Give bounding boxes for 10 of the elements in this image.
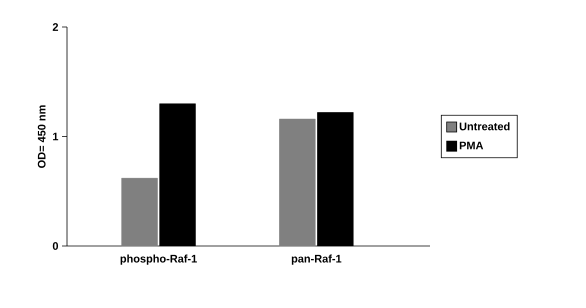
x-tick-label: phospho-Raf-1 xyxy=(120,254,197,265)
y-tick-label: 2 xyxy=(52,23,58,31)
bar xyxy=(279,118,316,246)
y-tick-label: 1 xyxy=(53,132,58,140)
legend-label: Untreated xyxy=(460,122,510,130)
y-axis-title: OD= 450 nm xyxy=(38,105,46,168)
x-tick-label: pan-Raf-1 xyxy=(292,254,342,265)
bar xyxy=(121,178,158,246)
legend-label: PMA xyxy=(460,142,484,150)
y-tick-label: 0 xyxy=(52,242,58,250)
